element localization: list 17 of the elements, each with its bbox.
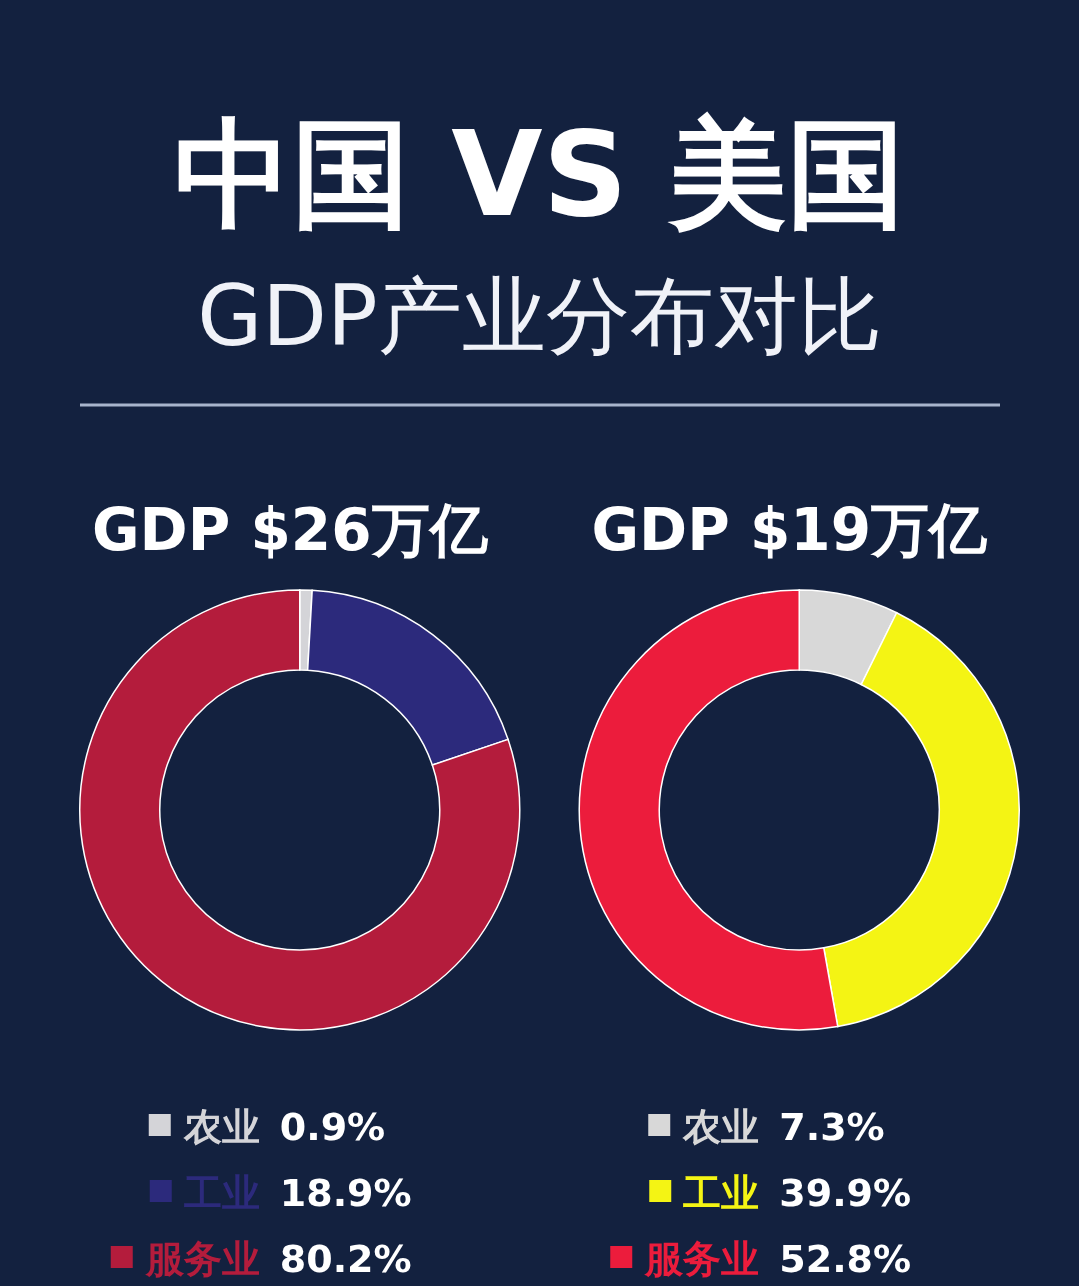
legend-label: 工业 <box>183 1171 260 1215</box>
chart-title: 中国 VS 美国 <box>174 105 905 243</box>
data-label: 0.9% <box>279 1105 386 1149</box>
text: GDP $19万亿 <box>591 496 989 564</box>
legend-label: 农业 <box>682 1105 760 1149</box>
legend-label: 农业 <box>182 1105 260 1149</box>
legend-label: 服务业 <box>144 1237 260 1281</box>
legend-label: 服务业 <box>644 1237 760 1281</box>
legend-label: 工业 <box>683 1171 760 1215</box>
data-label: 80.2% <box>279 1237 412 1281</box>
chart-subtitle: GDP产业分布对比 <box>197 267 882 365</box>
data-label: 7.3% <box>779 1105 885 1149</box>
data-label: 52.8% <box>779 1237 912 1281</box>
donut-slice <box>79 589 521 1031</box>
data-label: 39.9% <box>779 1171 912 1215</box>
text: GDP $26万亿 <box>91 496 489 564</box>
data-label: 18.9% <box>279 1171 412 1215</box>
